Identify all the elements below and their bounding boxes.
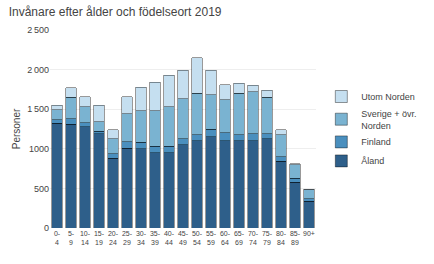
svg-text:Sverige + övr.Norden: Sverige + övr.Norden [361, 109, 416, 131]
svg-text:10-14: 10-14 [80, 230, 91, 246]
svg-text:0: 0 [44, 223, 49, 233]
svg-text:50-54: 50-54 [192, 230, 203, 246]
svg-text:30-34: 30-34 [136, 230, 147, 246]
svg-text:5-9: 5-9 [68, 230, 75, 246]
svg-text:45-49: 45-49 [178, 230, 189, 246]
svg-text:0-4: 0-4 [54, 230, 61, 246]
svg-text:80-84: 80-84 [276, 230, 287, 246]
svg-text:55-59: 55-59 [206, 230, 217, 246]
svg-text:Personer: Personer [11, 108, 22, 149]
svg-text:2 000: 2 000 [27, 65, 49, 75]
svg-text:65-69: 65-69 [234, 230, 245, 246]
svg-text:500: 500 [34, 184, 49, 194]
svg-text:1000: 1000 [29, 144, 49, 154]
svg-text:90+: 90+ [303, 230, 315, 237]
svg-text:1 500: 1 500 [27, 104, 49, 114]
svg-text:15-19: 15-19 [94, 230, 105, 246]
svg-text:70-74: 70-74 [248, 230, 259, 246]
svg-text:Åland: Åland [361, 156, 384, 166]
svg-text:85-89: 85-89 [290, 230, 301, 246]
svg-text:Utom Norden: Utom Norden [361, 92, 415, 102]
svg-text:20-24: 20-24 [108, 230, 119, 246]
svg-text:75-79: 75-79 [262, 230, 273, 246]
svg-text:35-39: 35-39 [150, 230, 161, 246]
svg-text:40-44: 40-44 [164, 230, 175, 246]
svg-text:60-64: 60-64 [220, 230, 231, 246]
svg-text:Finland: Finland [361, 137, 391, 147]
svg-text:Invånare efter ålder och födel: Invånare efter ålder och födelseort 2019 [9, 5, 222, 19]
svg-text:25-29: 25-29 [122, 230, 133, 246]
svg-text:2 500: 2 500 [27, 25, 49, 35]
